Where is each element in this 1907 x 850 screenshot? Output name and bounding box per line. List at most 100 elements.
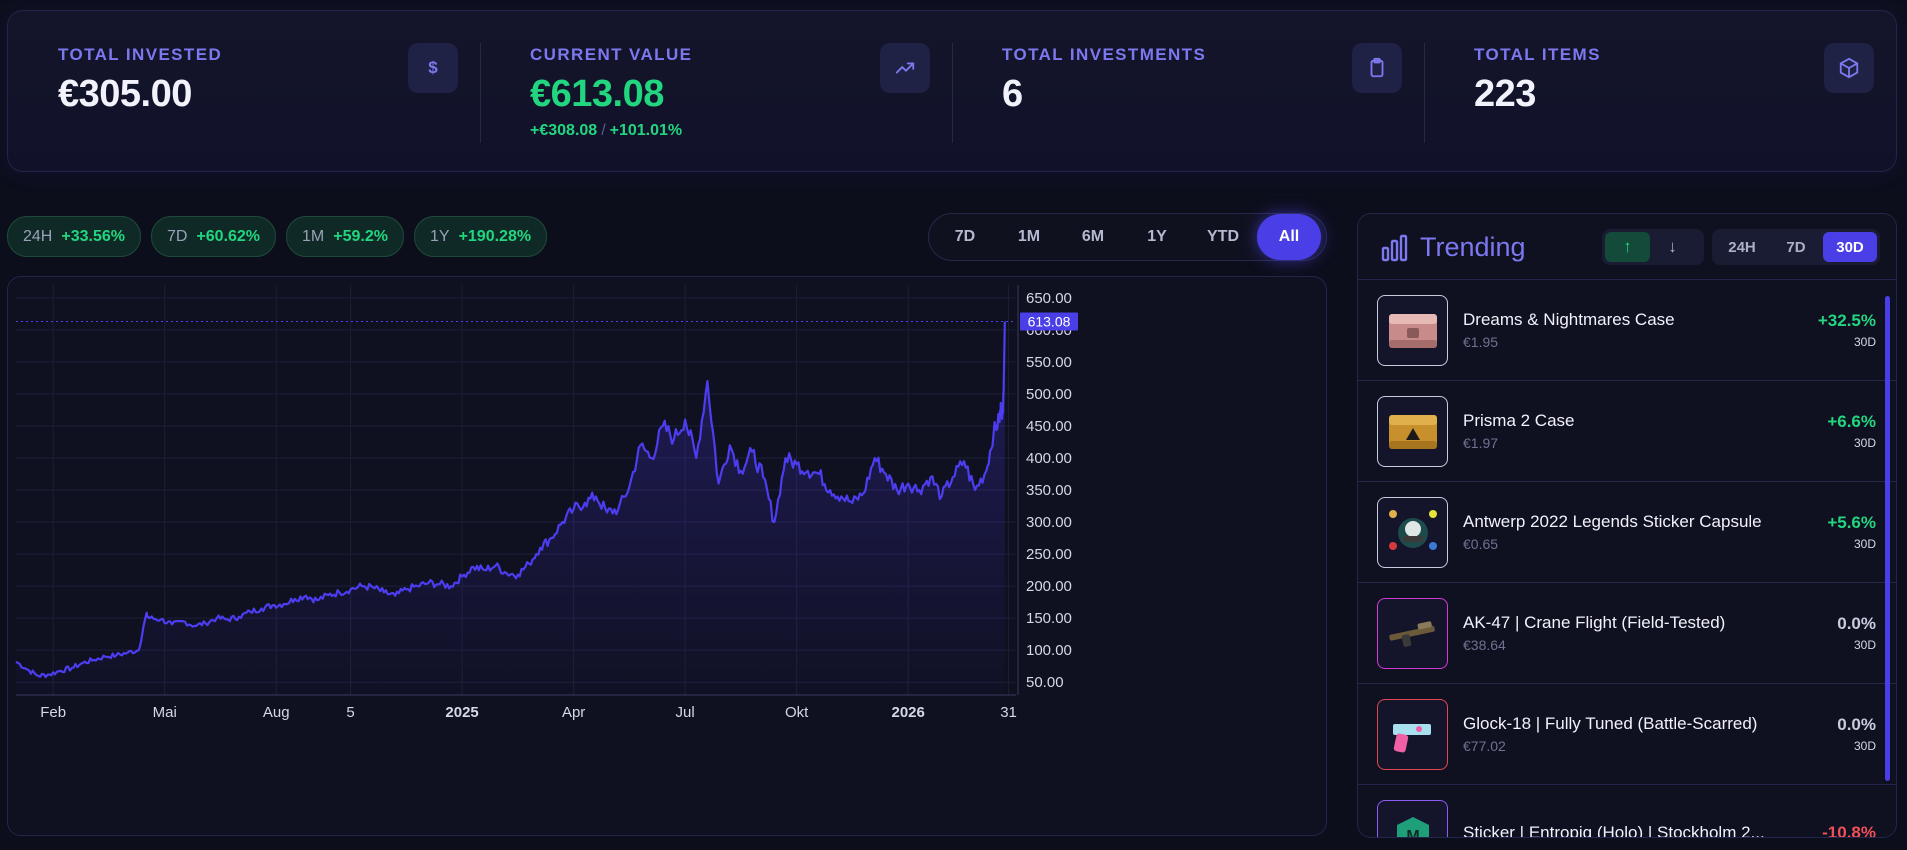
y-tick-label: 450.00 (1026, 418, 1072, 435)
performance-chips: 24H +33.56% 7D +60.62% 1M +59.2% 1Y +190.28% (7, 216, 548, 257)
trending-item-change-block: 0.0% 30D (1837, 614, 1876, 652)
trending-item-price: €1.97 (1463, 435, 1499, 451)
range-all[interactable]: All (1257, 214, 1321, 260)
perf-chip-change: +33.56% (61, 227, 125, 245)
trending-item-name: Prisma 2 Case (1463, 411, 1575, 430)
y-tick-label: 400.00 (1026, 450, 1072, 467)
trend-period-30d[interactable]: 30D (1823, 232, 1877, 262)
trending-item[interactable]: Antwerp 2022 Legends Sticker Capsule €0.… (1358, 482, 1896, 583)
y-tick-label: 100.00 (1026, 642, 1072, 659)
x-tick-label: 2026 (892, 704, 925, 721)
box-icon (1824, 43, 1874, 93)
series-line (15, 321, 1006, 679)
svg-text:M: M (1406, 828, 1419, 838)
series-area (16, 321, 1005, 695)
trending-item-name: Glock-18 | Fully Tuned (Battle-Scarred) (1463, 714, 1758, 733)
perf-chip-period: 1Y (429, 227, 450, 245)
x-tick-label: 2025 (445, 704, 478, 721)
stat-value: 6 (1002, 73, 1023, 115)
x-tick-label: 31 (1000, 704, 1017, 721)
y-tick-label: 550.00 (1026, 354, 1072, 371)
perf-chip-24h: 24H +33.56% (7, 216, 141, 257)
x-tick-label: Aug (263, 704, 290, 721)
trending-item-change: -10.8% (1822, 823, 1876, 838)
trending-item-period: 30D (1853, 739, 1876, 753)
up-arrow-icon[interactable]: ↑ (1605, 232, 1650, 262)
stat-change-sep: / (601, 122, 606, 139)
trending-item-info: Sticker | Entropiq (Holo) | Stockholm 2.… (1463, 823, 1896, 838)
trending-item-info: Dreams & Nightmares Case €1.95 (1463, 310, 1896, 350)
trending-header: Trending ↑ ↓ 24H 7D 30D (1358, 214, 1896, 280)
trend-period-24h[interactable]: 24H (1728, 238, 1756, 256)
trending-item-name: Antwerp 2022 Legends Sticker Capsule (1463, 512, 1762, 531)
perf-chip-7d: 7D +60.62% (150, 216, 277, 257)
trending-item-period: 30D (1853, 537, 1876, 551)
trending-item-change-block: +5.6% 30D (1827, 513, 1876, 551)
stat-value: 223 (1474, 73, 1536, 115)
y-tick-label: 150.00 (1026, 610, 1072, 627)
trend-period-7d[interactable]: 7D (1786, 238, 1806, 256)
trending-item-name: AK-47 | Crane Flight (Field-Tested) (1463, 613, 1726, 632)
current-value-badge (1020, 312, 1078, 331)
x-tick-label: Feb (40, 704, 66, 721)
stat-change: +€308.08/+101.01% (530, 122, 952, 140)
perf-chip-period: 24H (23, 227, 53, 245)
portfolio-chart[interactable]: 650.00600.00550.00500.00450.00400.00350.… (7, 276, 1327, 836)
trending-period-toggle: 24H 7D 30D (1712, 229, 1880, 265)
trending-item-change-block: +6.6% 30D (1827, 412, 1876, 450)
range-7d[interactable]: 7D (954, 228, 976, 245)
x-tick-label: Apr (562, 704, 585, 721)
trending-item-price: €77.02 (1463, 738, 1506, 754)
trending-item-change-block: +32.5% 30D (1818, 311, 1876, 349)
trending-item[interactable]: Dreams & Nightmares Case €1.95 +32.5% 30… (1358, 280, 1896, 381)
y-tick-label: 50.00 (1026, 674, 1064, 691)
stat-total-items: TOTAL ITEMS 223 (1424, 11, 1896, 171)
sticker-capsule-icon (1377, 496, 1448, 568)
trending-item-change: 0.0% (1837, 715, 1876, 734)
trending-item[interactable]: Prisma 2 Case €1.97 +6.6% 30D (1358, 381, 1896, 482)
stat-label: TOTAL ITEMS (1474, 45, 1601, 64)
perf-chip-change: +59.2% (333, 227, 388, 245)
trending-item-change: +5.6% (1827, 513, 1876, 532)
trending-item[interactable]: M Sticker | Entropiq (Holo) | Stockholm … (1358, 785, 1896, 838)
range-1y[interactable]: 1Y (1147, 228, 1167, 245)
clipboard-icon (1352, 43, 1402, 93)
trending-item-info: Glock-18 | Fully Tuned (Battle-Scarred) … (1463, 714, 1896, 754)
stat-total-investments: TOTAL INVESTMENTS 6 (952, 11, 1424, 171)
chart-svg[interactable]: 650.00600.00550.00500.00450.00400.00350.… (8, 277, 1327, 836)
bar-chart-icon (1381, 234, 1408, 261)
trending-item-change: +32.5% (1817, 311, 1876, 330)
x-tick-label: Mai (153, 704, 177, 721)
trending-item-period: 30D (1853, 436, 1876, 450)
trending-up-icon (880, 43, 930, 93)
range-6m[interactable]: 6M (1081, 228, 1105, 245)
trending-item-info: Antwerp 2022 Legends Sticker Capsule €0.… (1463, 512, 1896, 552)
y-tick-label: 350.00 (1026, 482, 1072, 499)
trending-item-change: 0.0% (1837, 614, 1876, 633)
stat-label: CURRENT VALUE (530, 45, 693, 64)
case-gold-icon (1377, 395, 1448, 467)
y-tick-label: 250.00 (1026, 546, 1072, 563)
down-arrow-icon[interactable]: ↓ (1668, 237, 1677, 256)
range-ytd[interactable]: YTD (1207, 228, 1239, 245)
trending-item-change-block: 0.0% 30D (1837, 715, 1876, 753)
trending-item-price: €38.64 (1463, 637, 1506, 653)
trending-item-period: 30D (1853, 638, 1876, 652)
trending-item[interactable]: Glock-18 | Fully Tuned (Battle-Scarred) … (1358, 684, 1896, 785)
y-tick-label: 650.00 (1026, 290, 1072, 307)
trending-item-price: €0.65 (1463, 536, 1499, 552)
trending-item[interactable]: AK-47 | Crane Flight (Field-Tested) €38.… (1358, 583, 1896, 684)
trending-scrollbar[interactable] (1885, 296, 1890, 781)
trending-item-name: Dreams & Nightmares Case (1463, 310, 1675, 329)
range-1m[interactable]: 1M (1017, 228, 1041, 245)
stat-label: TOTAL INVESTMENTS (1002, 45, 1207, 64)
y-tick-label: 200.00 (1026, 578, 1072, 595)
stat-change-abs: +€308.08 (530, 122, 598, 139)
stat-value: €613.08 (530, 73, 664, 115)
y-tick-label: 500.00 (1026, 386, 1072, 403)
trending-title: Trending (1380, 232, 1526, 263)
current-value-label: 613.08 (1028, 313, 1071, 329)
stat-total-invested: TOTAL INVESTED €305.00 $ (8, 11, 480, 171)
trending-item-info: AK-47 | Crane Flight (Field-Tested) €38.… (1463, 613, 1896, 653)
trending-item-name: Sticker | Entropiq (Holo) | Stockholm 2.… (1463, 823, 1765, 838)
